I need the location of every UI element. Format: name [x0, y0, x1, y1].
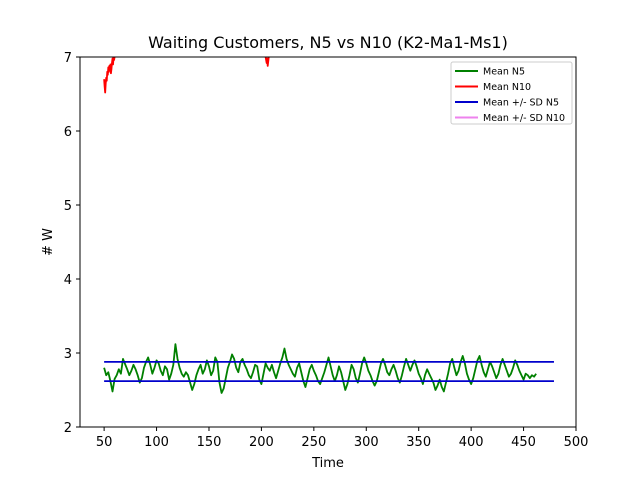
x-tick-label: 150 [197, 435, 222, 450]
legend-label: Mean +/- SD N10 [483, 113, 565, 124]
x-tick-label: 350 [406, 435, 431, 450]
series-line-mean-n10 [264, 57, 270, 67]
x-tick-label: 500 [564, 435, 589, 450]
chart-title: Waiting Customers, N5 vs N10 (K2-Ma1-Ms1… [148, 33, 508, 52]
y-axis-ticks: 2 3 4 5 6 7 [64, 51, 80, 436]
x-axis-label: Time [311, 456, 344, 471]
x-tick-label: 400 [459, 435, 484, 450]
plot-frame [79, 56, 577, 428]
y-tick-label: 2 [64, 421, 72, 436]
y-tick-label: 4 [64, 273, 72, 288]
series-line-mean-n5 [103, 343, 537, 394]
x-axis-ticks: 50 100 150 200 250 300 350 400 450 500 [96, 427, 589, 450]
y-tick-label: 6 [64, 125, 72, 140]
legend-box [450, 61, 573, 125]
series-layer [103, 57, 554, 394]
x-tick-label: 250 [301, 435, 326, 450]
y-axis-label: # W [41, 228, 56, 256]
y-tick-label: 3 [64, 347, 72, 362]
x-tick-label: 300 [354, 435, 379, 450]
legend-label: Mean +/- SD N5 [483, 98, 559, 109]
legend-label: Mean N5 [483, 67, 525, 78]
x-tick-label: 100 [144, 435, 169, 450]
y-tick-label: 5 [64, 199, 72, 214]
legend: Mean N5 Mean N10 Mean +/- SD N5 Mean +/- SD… [450, 61, 573, 125]
x-tick-label: 450 [511, 435, 536, 450]
legend-label: Mean N10 [483, 82, 531, 93]
x-tick-label: 50 [96, 435, 113, 450]
x-tick-label: 200 [249, 435, 274, 450]
y-tick-label: 7 [64, 51, 72, 66]
series-line-mean-n10 [103, 57, 116, 94]
